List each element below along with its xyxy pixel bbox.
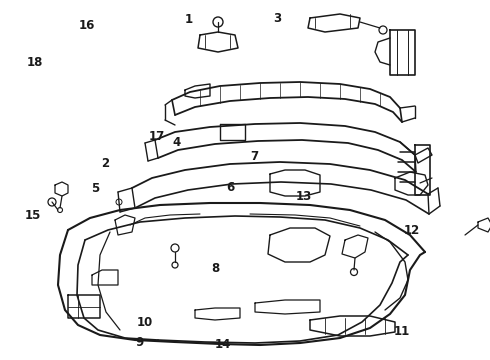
Text: 6: 6	[226, 181, 234, 194]
Text: 7: 7	[251, 150, 259, 163]
Text: 11: 11	[393, 325, 410, 338]
Text: 8: 8	[212, 262, 220, 275]
Text: 1: 1	[185, 13, 193, 26]
Text: 12: 12	[403, 224, 420, 237]
Text: 3: 3	[273, 12, 281, 25]
Text: 18: 18	[27, 57, 44, 69]
Text: 5: 5	[92, 183, 99, 195]
Text: 17: 17	[148, 130, 165, 143]
Text: 13: 13	[295, 190, 312, 203]
Text: 14: 14	[215, 338, 231, 351]
Text: 16: 16	[79, 19, 96, 32]
Text: 15: 15	[25, 209, 42, 222]
Text: 10: 10	[136, 316, 153, 329]
Text: 4: 4	[172, 136, 180, 149]
Text: 9: 9	[136, 336, 144, 348]
Text: 2: 2	[101, 157, 109, 170]
